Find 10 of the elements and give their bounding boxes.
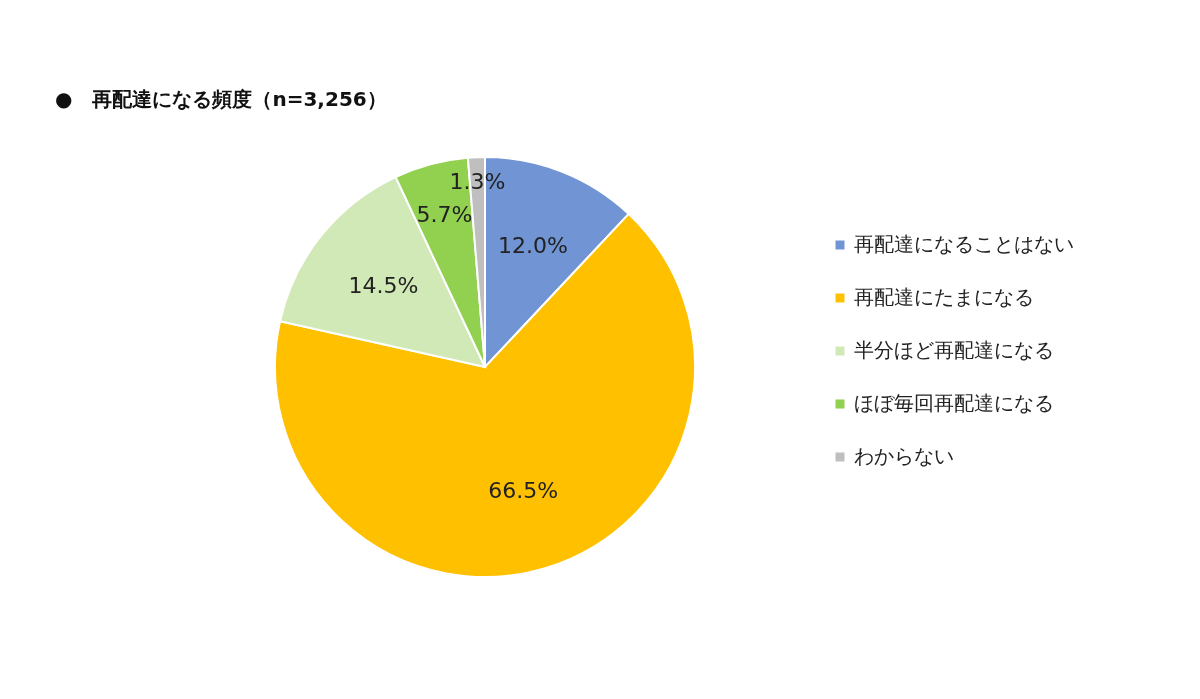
data-label: 12.0% — [497, 232, 568, 258]
legend-label: 半分ほど再配達になる — [854, 338, 1054, 362]
legend-label: 再配達にたまになる — [854, 285, 1034, 309]
chart-title: ● 再配達になる頻度（n=3,256） — [55, 87, 387, 111]
data-label: 66.5% — [488, 478, 559, 504]
data-label: 14.5% — [348, 272, 419, 298]
legend-label: 再配達になることはない — [854, 232, 1074, 256]
data-label: 5.7% — [416, 202, 473, 228]
legend-label: わからない — [854, 444, 954, 468]
legend-label: ほぼ毎回再配達になる — [854, 391, 1054, 415]
